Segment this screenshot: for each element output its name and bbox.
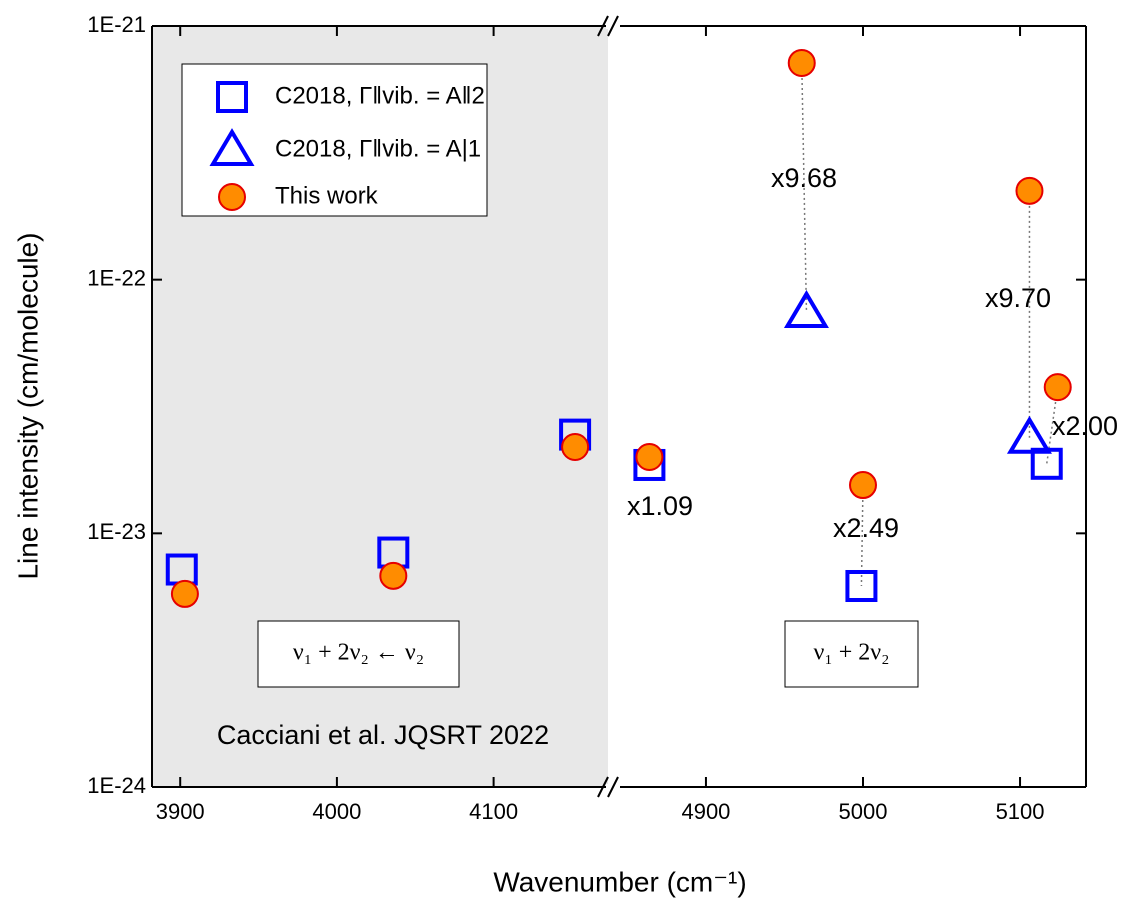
circle-marker — [635, 442, 664, 471]
x-axis-title: Wavenumber (cm⁻¹) — [493, 866, 746, 897]
ratio-annotation: x2.49 — [833, 513, 899, 543]
band-label-box — [784, 620, 919, 688]
square-marker — [216, 81, 248, 113]
legend-label: This work — [275, 182, 379, 209]
x-tick-label: 3900 — [156, 799, 205, 824]
circle-marker — [561, 432, 590, 461]
connector — [800, 62, 808, 312]
axis-break — [607, 776, 619, 798]
circle-marker — [379, 561, 408, 590]
ratio-annotation: x1.09 — [627, 491, 693, 521]
triangle-marker — [783, 290, 829, 328]
source-label: Cacciani et al. JQSRT 2022 — [217, 720, 549, 750]
band-label-box — [257, 620, 460, 688]
axis-break — [597, 776, 609, 798]
y-tick-label: 1E-23 — [87, 519, 146, 544]
triangle-marker — [209, 128, 255, 166]
x-tick-label: 4000 — [312, 799, 361, 824]
circle-marker — [848, 471, 877, 500]
triangle-marker — [1006, 415, 1052, 454]
circle-marker — [1043, 373, 1072, 402]
axis-break — [607, 15, 619, 37]
band-label: ν₁ + 2ν₂ ← ν₂ — [293, 640, 424, 666]
y-tick-label: 1E-24 — [87, 773, 146, 798]
y-tick-label: 1E-22 — [87, 265, 146, 290]
ratio-annotation: x2.00 — [1052, 411, 1118, 441]
square-marker — [845, 569, 878, 602]
band-label: ν₁ + 2ν₂ — [814, 640, 890, 666]
y-axis-title: Line intensity (cm/molecule) — [12, 232, 43, 579]
x-tick-label: 4100 — [469, 799, 518, 824]
circle-marker — [787, 48, 816, 77]
ratio-annotation: x9.70 — [985, 283, 1051, 313]
legend-label: C2018, Γ‖vib. = A‖2 — [275, 82, 485, 109]
ratio-annotation: x9.68 — [771, 163, 837, 193]
connector — [860, 485, 864, 587]
y-tick-label: 1E-21 — [87, 12, 146, 37]
circle-marker — [1015, 176, 1044, 205]
axis-break — [597, 15, 609, 37]
circle-marker — [170, 579, 199, 608]
x-tick-label: 5000 — [839, 799, 888, 824]
circle-marker — [218, 183, 246, 211]
x-tick-label: 4900 — [681, 799, 730, 824]
legend-label: C2018, Γ‖vib. = A|1 — [275, 135, 481, 162]
x-tick-label: 5100 — [996, 799, 1045, 824]
